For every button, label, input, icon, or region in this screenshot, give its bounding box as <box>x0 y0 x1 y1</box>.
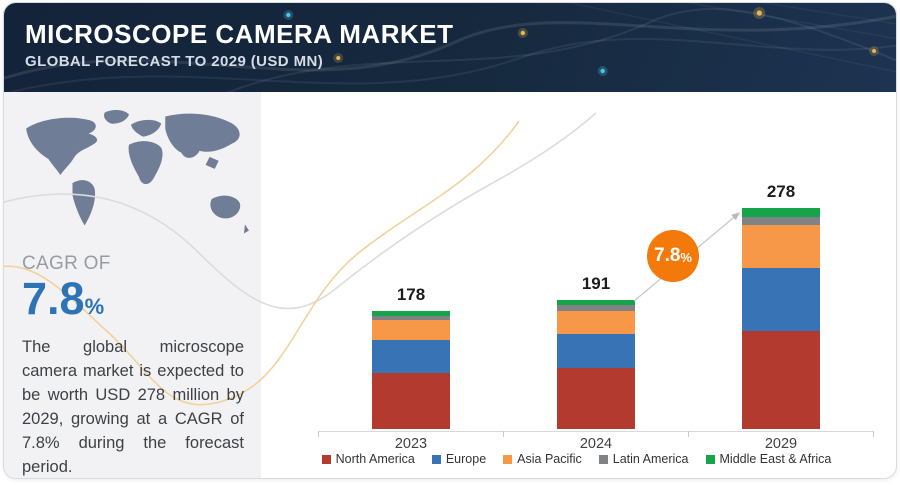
legend: North America Europe Asia Pacific Latin Ame… <box>261 452 892 466</box>
legend-item-north-america: North America <box>321 452 415 466</box>
header-decoration <box>4 3 896 92</box>
bar-segment-europe <box>557 334 635 369</box>
bar-segment-europe <box>742 268 820 332</box>
legend-label: Latin America <box>612 452 689 466</box>
x-axis-line <box>318 431 873 432</box>
bar-2023 <box>372 311 450 429</box>
bar-segment-north-america <box>372 373 450 429</box>
bar-segment-middle-east-africa <box>557 300 635 306</box>
bar-2029 <box>742 208 820 429</box>
bar-segment-latin-america <box>557 305 635 311</box>
legend-label: Middle East & Africa <box>719 452 832 466</box>
growth-badge-unit: % <box>680 250 692 265</box>
category-label-2029: 2029 <box>764 436 798 452</box>
legend-item-middle-east-africa: Middle East & Africa <box>705 452 832 466</box>
cagr-value: 7.8% <box>22 275 244 322</box>
growth-badge: 7.8% <box>647 230 699 282</box>
value-label-2024: 191 <box>581 274 611 293</box>
cagr-percent-sign: % <box>84 294 105 319</box>
page-title: MICROSCOPE CAMERA MARKET <box>25 19 454 49</box>
value-label-2029: 278 <box>766 182 796 201</box>
legend-swatch <box>431 454 441 464</box>
market-description: The global microscope camera market is e… <box>22 338 244 476</box>
cagr-number: 7.8 <box>22 273 85 324</box>
growth-badge-value: 7.8 <box>654 245 681 266</box>
bar-segment-north-america <box>742 331 820 429</box>
x-axis-tick <box>873 431 874 437</box>
header: MICROSCOPE CAMERA MARKET GLOBAL FORECAST… <box>4 3 896 92</box>
legend-label: North America <box>335 452 415 466</box>
legend-item-asia-pacific: Asia Pacific <box>503 452 582 466</box>
legend-label: Europe <box>445 452 487 466</box>
legend-swatch <box>503 454 513 464</box>
legend-label: Asia Pacific <box>517 452 582 466</box>
legend-item-europe: Europe <box>431 452 487 466</box>
bar-segment-asia-pacific <box>372 320 450 341</box>
header-text: MICROSCOPE CAMERA MARKET GLOBAL FORECAST… <box>25 19 454 70</box>
bar-segment-middle-east-africa <box>372 311 450 316</box>
bar-segment-north-america <box>557 368 635 429</box>
bar-segment-latin-america <box>742 216 820 225</box>
infographic-card: CAGR OF 7.8% The global microscope camer… <box>3 2 897 479</box>
value-label-2023: 178 <box>396 285 426 304</box>
category-label-2024: 2024 <box>579 436 613 452</box>
category-label-2023: 2023 <box>394 436 428 452</box>
bar-segment-latin-america <box>372 315 450 321</box>
bar-segment-asia-pacific <box>742 224 820 269</box>
cagr-label: CAGR OF <box>22 253 111 274</box>
legend-swatch <box>598 454 608 464</box>
bar-segment-asia-pacific <box>557 310 635 335</box>
x-axis-tick <box>503 431 504 437</box>
page-subtitle: GLOBAL FORECAST TO 2029 (USD MN) <box>25 52 324 70</box>
bar-2024 <box>557 300 635 429</box>
cagr-panel: CAGR OF 7.8% The global microscope camer… <box>22 253 244 478</box>
legend-swatch <box>321 454 331 464</box>
x-axis-tick <box>688 431 689 437</box>
bar-segment-middle-east-africa <box>742 208 820 217</box>
legend-swatch <box>705 454 715 464</box>
x-axis-tick <box>318 431 319 437</box>
legend-item-latin-america: Latin America <box>598 452 689 466</box>
world-map <box>26 109 249 234</box>
bar-segment-europe <box>372 340 450 374</box>
